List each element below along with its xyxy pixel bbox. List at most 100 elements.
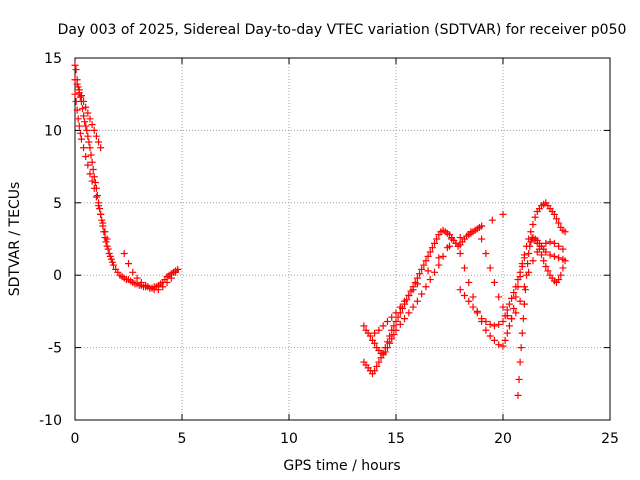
data-point: [396, 320, 404, 328]
data-point: [104, 245, 112, 253]
data-point: [550, 210, 558, 218]
data-point: [495, 320, 503, 328]
data-point: [409, 303, 417, 311]
data-point: [418, 265, 426, 273]
data-point: [401, 297, 409, 305]
data-point: [375, 326, 383, 334]
data-point: [535, 245, 543, 253]
y-tick-label: 0: [53, 268, 62, 284]
data-point: [75, 86, 83, 94]
data-point: [413, 297, 421, 305]
data-point: [390, 322, 398, 330]
data-point: [159, 283, 167, 291]
data-point: [84, 109, 92, 117]
data-point: [486, 332, 494, 340]
data-point: [557, 271, 565, 279]
data-point: [546, 251, 554, 259]
data-point: [446, 242, 453, 250]
data-point: [501, 336, 509, 344]
y-tick-label: 5: [53, 196, 62, 212]
data-point: [87, 151, 95, 159]
data-point: [386, 339, 394, 347]
data-point: [396, 303, 404, 311]
data-point: [490, 336, 498, 344]
data-point: [499, 342, 507, 350]
data-point: [392, 309, 400, 317]
data-point: [82, 122, 90, 130]
data-point: [366, 332, 374, 340]
data-point: [555, 242, 563, 250]
data-point: [99, 219, 107, 227]
data-point: [561, 228, 569, 236]
x-axis-label: GPS time / hours: [283, 458, 400, 474]
data-point: [510, 305, 518, 313]
data-point: [510, 289, 518, 297]
y-tick-label: 15: [44, 51, 62, 67]
data-point: [503, 312, 511, 320]
data-point: [383, 318, 391, 326]
plot-frame: [74, 57, 611, 421]
data-point: [512, 293, 520, 301]
data-point: [72, 97, 80, 105]
data-point: [527, 228, 535, 236]
data-point: [517, 344, 525, 352]
x-tick-label: 0: [71, 431, 80, 447]
data-point: [499, 303, 507, 311]
data-point: [520, 251, 528, 259]
data-point: [555, 254, 563, 262]
data-point: [75, 122, 83, 130]
data-point: [431, 239, 439, 247]
data-point: [78, 105, 86, 113]
data-point: [80, 144, 88, 152]
data-point: [460, 291, 468, 299]
data-point: [490, 322, 498, 330]
data-point: [383, 344, 391, 352]
data-point: [85, 138, 93, 146]
data-point: [360, 322, 368, 330]
data-point: [516, 268, 524, 276]
data-point: [467, 228, 475, 236]
data-point: [559, 245, 567, 253]
data-point: [435, 261, 443, 269]
data-point: [512, 283, 520, 291]
data-point: [495, 293, 503, 301]
axis-ticks: 0 5 10 15 20 25 -10 -5 0 5 10 15: [39, 51, 619, 447]
data-point: [422, 257, 430, 265]
data-point: [550, 239, 558, 247]
data-point: [555, 219, 563, 227]
data-point: [167, 274, 175, 282]
data-point: [478, 222, 486, 230]
data-point: [125, 260, 132, 268]
data-point: [84, 132, 92, 140]
data-point: [452, 239, 460, 247]
data-point: [392, 318, 400, 326]
y-tick-label: 10: [44, 123, 62, 139]
data-point: [431, 268, 439, 276]
data-point: [86, 115, 94, 123]
data-point: [90, 184, 98, 192]
data-point: [92, 193, 100, 201]
data-point: [418, 290, 426, 298]
data-point: [95, 202, 103, 210]
data-point: [371, 367, 379, 375]
data-point: [379, 322, 387, 330]
data-point: [154, 286, 162, 294]
data-point: [550, 252, 558, 260]
data-point: [416, 270, 424, 278]
data-point: [469, 303, 477, 311]
data-point: [482, 326, 490, 334]
data-point: [478, 235, 486, 243]
data-point: [405, 291, 413, 299]
data-point: [533, 239, 541, 247]
data-point: [392, 326, 400, 334]
data-point: [413, 280, 421, 288]
data-point: [488, 216, 496, 224]
x-tick-label: 20: [494, 431, 512, 447]
data-point: [76, 129, 84, 137]
data-point: [523, 271, 531, 279]
data-point: [515, 375, 523, 383]
data-point: [465, 297, 473, 305]
data-point: [519, 315, 527, 323]
y-axis-label: SDTVAR / TECUs: [7, 182, 23, 297]
